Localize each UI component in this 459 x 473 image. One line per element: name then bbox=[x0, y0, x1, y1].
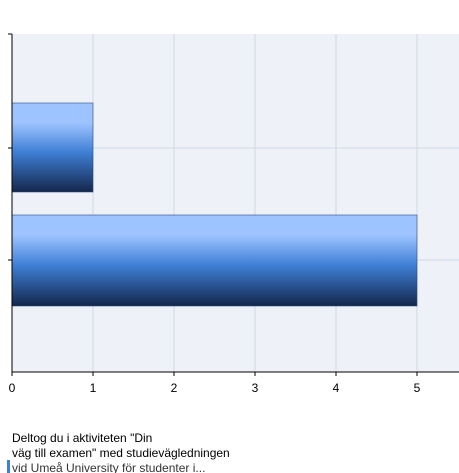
x-tick-label: 4 bbox=[333, 381, 340, 395]
x-tick-label: 0 bbox=[9, 381, 16, 395]
x-tick-label: 1 bbox=[90, 381, 97, 395]
caption-line: vid Umeå University för studenter i... bbox=[12, 461, 206, 473]
bar bbox=[11, 214, 418, 307]
legend-swatch bbox=[7, 460, 10, 473]
bar bbox=[11, 102, 94, 193]
axes bbox=[8, 33, 459, 376]
chart-caption: Deltog du i aktiviteten "Din väg till ex… bbox=[12, 431, 312, 473]
plot-area bbox=[12, 34, 459, 372]
x-tick-label: 3 bbox=[252, 381, 259, 395]
tick-labels: 0 1 2 3 4 5 bbox=[9, 381, 421, 395]
x-tick-label: 2 bbox=[171, 381, 178, 395]
x-tick-label: 5 bbox=[414, 381, 421, 395]
caption-line: väg till examen" med studievägledningen bbox=[12, 446, 230, 460]
bars bbox=[11, 102, 418, 307]
caption-line: Deltog du i aktiviteten "Din bbox=[12, 431, 153, 445]
